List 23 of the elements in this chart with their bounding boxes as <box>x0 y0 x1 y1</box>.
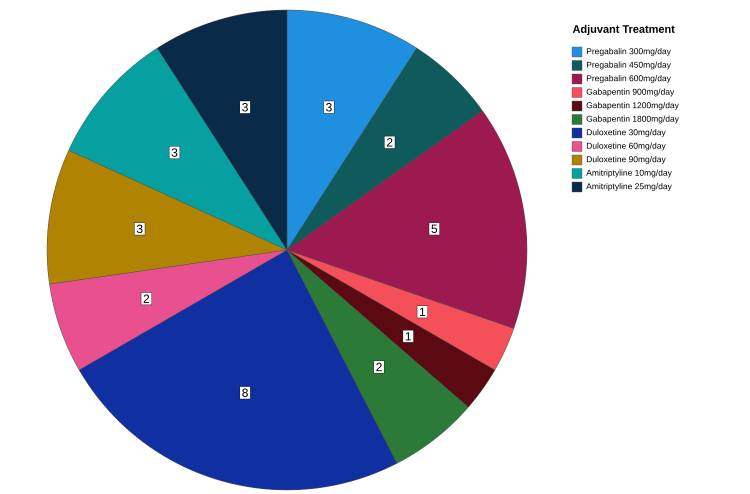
data-label: 2 <box>386 138 392 146</box>
data-label: 2 <box>376 362 382 372</box>
legend-label: Gabapentin 900mg/day <box>586 88 674 96</box>
data-label: 1 <box>420 308 426 316</box>
legend-label: Pregabalin 300mg/day <box>586 48 671 56</box>
legend-label: Gabapentin 1800mg/day <box>586 116 679 124</box>
data-label: 2 <box>144 294 150 303</box>
legend-label: Duloxetine 30mg/day <box>586 129 666 137</box>
legend-label: Pregabalin 450mg/day <box>586 62 671 70</box>
data-label: 5 <box>431 224 438 233</box>
legend-label: Duloxetine 90mg/day <box>586 156 666 164</box>
legend-label: Duloxetine 60mg/day <box>586 142 666 150</box>
legend-label: Gabapentin 1200mg/day <box>586 102 679 110</box>
data-label: 3 <box>136 224 143 234</box>
data-label: 1 <box>406 332 411 340</box>
data-label: 3 <box>242 102 248 112</box>
legend-title: Adjuvant Treatment <box>572 24 675 36</box>
data-label: 3 <box>326 102 332 112</box>
data-label: 8 <box>242 388 248 397</box>
legend-label: Amitriptyline 10mg/day <box>586 170 672 178</box>
data-label: 3 <box>172 148 178 157</box>
legend-label: Pregabalin 600mg/day <box>586 75 671 83</box>
legend-label: Amitriptyline 25mg/day <box>586 183 672 191</box>
